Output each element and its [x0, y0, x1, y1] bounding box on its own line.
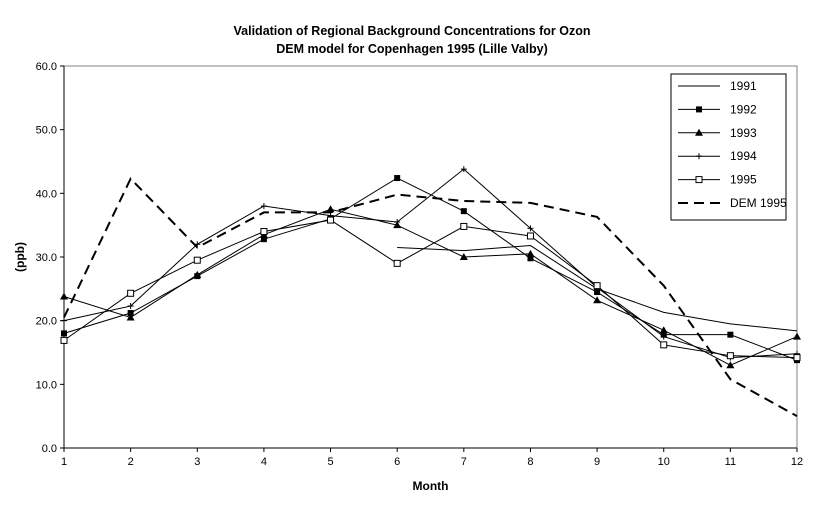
y-axis-label: (ppb): [13, 242, 27, 272]
data-point: [394, 218, 401, 225]
legend-item: 1994: [678, 149, 757, 163]
y-tick-label: 40.0: [36, 188, 57, 200]
y-tick-label: 60.0: [36, 61, 57, 73]
legend-item: 1991: [678, 79, 757, 93]
x-tick-label: 8: [527, 456, 533, 468]
x-tick-label: 10: [658, 456, 670, 468]
data-point: [127, 310, 134, 317]
data-point: [327, 216, 335, 224]
data-point: [793, 332, 801, 340]
series-1993: [60, 205, 801, 369]
y-tick-label: 50.0: [36, 125, 57, 137]
legend-label: 1993: [730, 126, 757, 140]
data-point: [60, 336, 68, 344]
data-point: [193, 270, 202, 278]
x-tick-label: 11: [725, 456, 736, 468]
data-point: [127, 289, 135, 297]
x-tick-label: 6: [394, 456, 400, 468]
series-line: [63, 176, 798, 418]
data-point: [695, 128, 703, 136]
legend-label: 1994: [730, 149, 757, 163]
legend-item: 1992: [678, 102, 757, 116]
y-tick-label: 30.0: [36, 252, 57, 264]
legend-item: DEM 1995: [678, 196, 787, 210]
legend-label: 1992: [730, 102, 757, 116]
data-point: [460, 166, 467, 173]
series-line: [63, 219, 798, 359]
data-point: [727, 331, 734, 338]
data-point: [260, 236, 267, 243]
x-tick-label: 7: [461, 456, 467, 468]
legend-item: 1993: [678, 126, 757, 140]
data-point: [460, 208, 467, 215]
data-point: [61, 317, 67, 324]
x-tick-label: 12: [791, 456, 803, 468]
data-point: [260, 228, 268, 236]
legend-item: 1995: [678, 173, 757, 187]
data-point: [193, 256, 201, 264]
data-point: [593, 282, 601, 290]
data-point: [527, 255, 534, 262]
data-point: [696, 153, 702, 160]
data-point: [659, 326, 668, 334]
x-axis-label: Month: [413, 479, 449, 493]
data-point: [726, 352, 734, 360]
legend-label: DEM 1995: [730, 196, 787, 210]
data-point: [594, 289, 601, 296]
series-1994: [61, 166, 800, 361]
data-point: [393, 259, 401, 267]
x-tick-label: 4: [261, 456, 267, 468]
legend-label: 1991: [730, 79, 757, 93]
data-point: [326, 205, 335, 213]
legend-label: 1995: [730, 173, 757, 187]
data-point: [793, 354, 801, 362]
x-tick-label: 5: [327, 456, 333, 468]
data-point: [593, 296, 602, 304]
data-point: [527, 225, 534, 232]
data-point: [696, 106, 702, 113]
data-point: [61, 330, 67, 337]
x-tick-label: 1: [61, 456, 67, 468]
series-line: [63, 168, 798, 359]
series-1995: [60, 216, 801, 362]
data-point: [726, 361, 735, 369]
data-point: [127, 303, 134, 310]
data-point: [660, 341, 668, 349]
y-tick-label: 0.0: [42, 443, 57, 455]
data-point: [394, 175, 401, 182]
x-tick-label: 9: [594, 456, 600, 468]
y-tick-label: 20.0: [36, 316, 57, 328]
chart-title: Validation of Regional Background Concen…: [233, 24, 591, 38]
x-tick-label: 3: [194, 456, 200, 468]
y-tick-label: 10.0: [36, 379, 57, 391]
data-point: [660, 333, 667, 340]
data-point: [695, 176, 703, 184]
x-tick-label: 2: [128, 456, 134, 468]
data-point: [460, 222, 468, 230]
data-point: [526, 249, 535, 257]
series-line: [63, 208, 798, 366]
legend-box: [670, 73, 787, 221]
series-dem-1995: [63, 176, 798, 418]
data-point: [126, 313, 135, 321]
data-point: [260, 203, 267, 210]
data-point: [526, 232, 534, 240]
data-point: [459, 253, 468, 260]
chart-subtitle: DEM model for Copenhagen 1995 (Lille Val…: [276, 42, 548, 56]
data-point: [60, 292, 68, 300]
